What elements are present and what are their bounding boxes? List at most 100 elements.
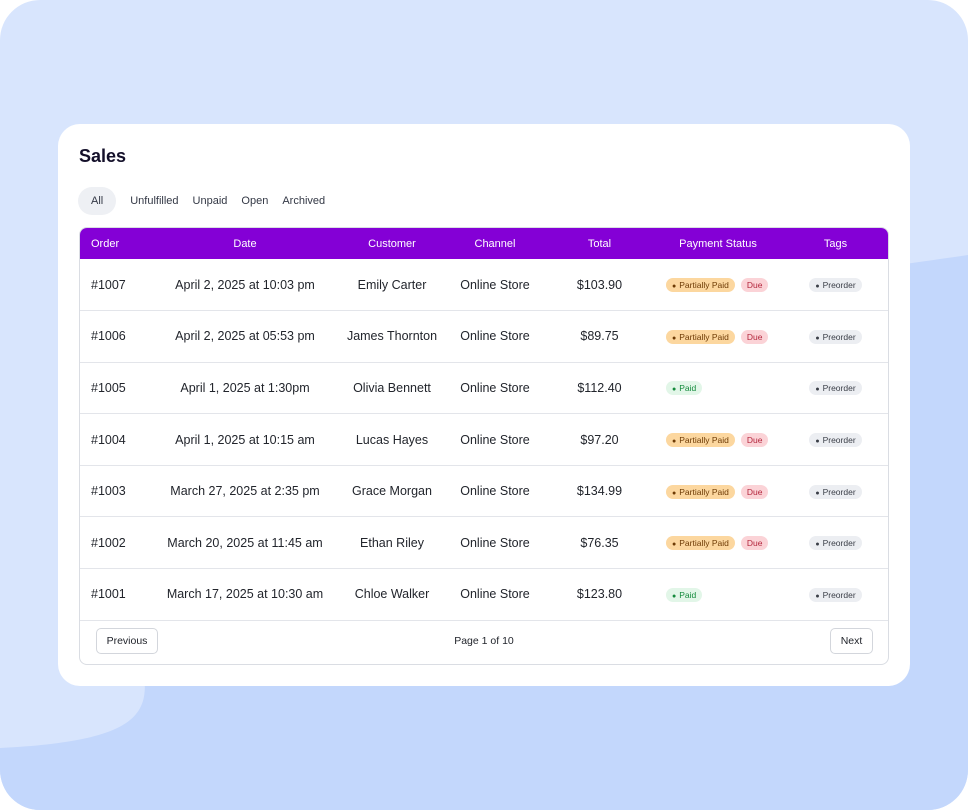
customer-name: Olivia Bennett (353, 380, 431, 395)
customer-name: Grace Morgan (352, 484, 432, 499)
partially-paid-badge: ● Partially Paid (666, 329, 735, 344)
table-row[interactable]: #1007 April 2, 2025 at 10:03 pm Emily Cart… (80, 259, 888, 311)
sales-channel: Online Store (460, 432, 530, 447)
customer-name: James Thornton (346, 329, 438, 344)
column-header-total[interactable]: Total (587, 237, 612, 250)
tab-open[interactable]: Open (241, 195, 269, 207)
partially-paid-badge: ● Partially Paid (666, 536, 735, 551)
tab-unpaid[interactable]: Unpaid (192, 195, 228, 207)
due-badge: Due (740, 329, 769, 344)
order-total: $89.75 (580, 329, 619, 344)
order-date: March 20, 2025 at 11:45 am (167, 535, 323, 550)
column-header-payment-status[interactable]: Payment Status (679, 237, 757, 250)
payment-status: ● Partially Paid Due (653, 311, 783, 363)
next-button[interactable]: Next (830, 628, 873, 654)
status-dot-icon: ● (815, 386, 820, 394)
partially-paid-badge: ● Partially Paid (666, 484, 735, 499)
table-row[interactable]: #1003 March 27, 2025 at 2:35 pm Grace Morg… (80, 465, 888, 517)
orders-table: Order Date Customer Channel Total Paymen… (80, 228, 888, 621)
sales-channel: Online Store (460, 484, 530, 499)
preorder-tag: ● Preorder (809, 381, 862, 396)
order-number[interactable]: #1007 (91, 277, 126, 292)
tags-cell: ● Preorder (783, 362, 888, 414)
status-dot-icon: ● (672, 541, 677, 549)
tab-archived[interactable]: Archived (282, 195, 326, 207)
status-dot-icon: ● (815, 592, 820, 600)
page-indicator: Page 1 of 10 (454, 635, 514, 647)
status-dot-icon: ● (815, 437, 820, 445)
table-row[interactable]: #1001 March 17, 2025 at 10:30 am Chloe Wal… (80, 569, 888, 621)
customer-name: Emily Carter (357, 277, 427, 292)
order-total: $112.40 (577, 380, 622, 395)
order-number[interactable]: #1003 (91, 484, 126, 499)
column-header-customer[interactable]: Customer (368, 237, 416, 250)
status-dot-icon: ● (672, 334, 677, 342)
order-date: March 27, 2025 at 2:35 pm (170, 484, 320, 499)
table-row[interactable]: #1004 April 1, 2025 at 10:15 am Lucas Haye… (80, 414, 888, 466)
status-dot-icon: ● (815, 282, 820, 290)
table-row[interactable]: #1005 April 1, 2025 at 1:30pm Olivia Benne… (80, 362, 888, 414)
sales-channel: Online Store (460, 587, 530, 602)
pagination: Previous Page 1 of 10 Next (80, 619, 888, 664)
preorder-tag: ● Preorder (809, 484, 862, 499)
payment-status: ● Partially Paid Due (653, 259, 783, 311)
payment-status: ● Partially Paid Due (653, 517, 783, 569)
table-row[interactable]: #1002 March 20, 2025 at 11:45 am Ethan Ril… (80, 517, 888, 569)
status-dot-icon: ● (672, 592, 677, 600)
previous-button[interactable]: Previous (96, 628, 158, 654)
order-number[interactable]: #1004 (91, 432, 126, 447)
order-number[interactable]: #1001 (91, 587, 126, 602)
order-date: April 1, 2025 at 10:15 am (175, 432, 315, 447)
paid-badge: ● Paid (666, 381, 703, 396)
customer-name: Lucas Hayes (355, 432, 429, 447)
status-dot-icon: ● (672, 437, 677, 445)
tab-all[interactable]: All (78, 187, 117, 215)
sales-channel: Online Store (460, 277, 530, 292)
column-header-tags[interactable]: Tags (823, 237, 848, 250)
table-row[interactable]: #1006 April 2, 2025 at 05:53 pm James Thor… (80, 311, 888, 363)
tags-cell: ● Preorder (783, 414, 888, 466)
order-date: April 2, 2025 at 05:53 pm (175, 329, 315, 344)
page-title: Sales (79, 146, 127, 166)
order-date: April 2, 2025 at 10:03 pm (175, 277, 315, 292)
preorder-tag: ● Preorder (809, 329, 862, 344)
tags-cell: ● Preorder (783, 517, 888, 569)
payment-status: ● Partially Paid Due (653, 414, 783, 466)
due-badge: Due (740, 536, 769, 551)
customer-name: Ethan Riley (360, 535, 424, 550)
column-header-date[interactable]: Date (233, 237, 257, 250)
tab-unfulfilled[interactable]: Unfulfilled (130, 195, 179, 207)
due-badge: Due (740, 432, 769, 447)
preorder-tag: ● Preorder (809, 432, 862, 447)
preorder-tag: ● Preorder (809, 587, 862, 602)
orders-table-container: Order Date Customer Channel Total Paymen… (79, 227, 889, 665)
order-number[interactable]: #1005 (91, 380, 126, 395)
order-date: April 1, 2025 at 1:30pm (180, 380, 310, 395)
order-total: $76.35 (580, 535, 619, 550)
order-total: $103.90 (576, 277, 623, 292)
sales-card: Sales All Unfulfilled Unpaid Open Archiv… (58, 124, 910, 686)
order-number[interactable]: #1006 (91, 329, 126, 344)
preorder-tag: ● Preorder (809, 536, 862, 551)
due-badge: Due (740, 484, 769, 499)
payment-status: ● Paid (653, 569, 783, 621)
tags-cell: ● Preorder (783, 465, 888, 517)
preorder-tag: ● Preorder (809, 277, 862, 292)
tags-cell: ● Preorder (783, 311, 888, 363)
order-number[interactable]: #1002 (91, 535, 126, 550)
order-total: $123.80 (576, 587, 623, 602)
order-total: $97.20 (580, 432, 619, 447)
order-total: $134.99 (576, 484, 623, 499)
payment-status: ● Partially Paid Due (653, 465, 783, 517)
status-dot-icon: ● (815, 334, 820, 342)
due-badge: Due (740, 277, 769, 292)
paid-badge: ● Paid (666, 587, 703, 602)
table-header-row: Order Date Customer Channel Total Paymen… (80, 228, 888, 259)
sales-channel: Online Store (460, 535, 530, 550)
column-header-channel[interactable]: Channel (474, 237, 516, 250)
payment-status: ● Paid (653, 362, 783, 414)
partially-paid-badge: ● Partially Paid (666, 277, 735, 292)
sales-channel: Online Store (460, 329, 530, 344)
status-dot-icon: ● (815, 541, 820, 549)
column-header-order[interactable]: Order (91, 237, 120, 250)
